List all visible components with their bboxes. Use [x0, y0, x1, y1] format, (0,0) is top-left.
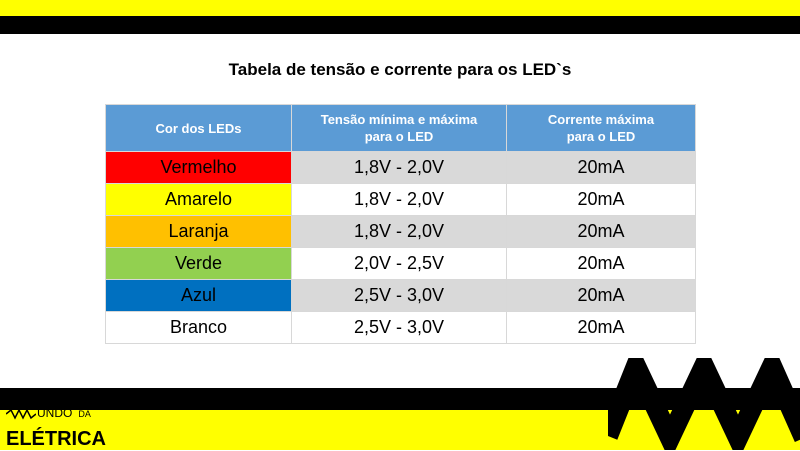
table-row: Vermelho 1,8V - 2,0V 20mA — [105, 151, 696, 184]
color-cell: Azul — [105, 279, 292, 312]
voltage-cell: 2,5V - 3,0V — [291, 311, 507, 344]
logo-top-line: UNDO DA — [6, 406, 91, 420]
bottom-black-band — [0, 388, 800, 410]
current-cell: 20mA — [506, 311, 696, 344]
header-voltage: Tensão mínima e máxima para o LED — [291, 104, 507, 152]
logo-word-eletrica: ELÉTRICA — [6, 428, 106, 450]
voltage-cell: 1,8V - 2,0V — [291, 215, 507, 248]
zigzag-wave-icon — [608, 358, 800, 450]
color-cell: Verde — [105, 247, 292, 280]
table-row: Amarelo 1,8V - 2,0V 20mA — [105, 183, 696, 216]
header-current-text: Corrente máxima para o LED — [547, 112, 655, 144]
led-table: Cor dos LEDs Tensão mínima e máxima para … — [105, 104, 696, 344]
header-current: Corrente máxima para o LED — [506, 104, 696, 152]
voltage-cell: 2,5V - 3,0V — [291, 279, 507, 312]
voltage-cell: 2,0V - 2,5V — [291, 247, 507, 280]
color-cell: Amarelo — [105, 183, 292, 216]
header-voltage-text: Tensão mínima e máxima para o LED — [320, 112, 478, 144]
current-cell: 20mA — [506, 279, 696, 312]
header-led-color: Cor dos LEDs — [105, 104, 292, 152]
color-cell: Branco — [105, 311, 292, 344]
voltage-cell: 1,8V - 2,0V — [291, 183, 507, 216]
color-cell: Laranja — [105, 215, 292, 248]
current-cell: 20mA — [506, 183, 696, 216]
current-cell: 20mA — [506, 151, 696, 184]
table-row: Branco 2,5V - 3,0V 20mA — [105, 311, 696, 344]
voltage-cell: 1,8V - 2,0V — [291, 151, 507, 184]
top-yellow-band — [0, 0, 800, 16]
logo-word-undo: UNDO — [37, 406, 73, 420]
logo-word-da: DA — [78, 409, 91, 419]
table-row: Laranja 1,8V - 2,0V 20mA — [105, 215, 696, 248]
logo-wave-icon — [6, 408, 36, 420]
table-row: Verde 2,0V - 2,5V 20mA — [105, 247, 696, 280]
page-title: Tabela de tensão e corrente para os LED`… — [228, 60, 572, 79]
table-row: Azul 2,5V - 3,0V 20mA — [105, 279, 696, 312]
brand-logo: UNDO DA ELÉTRICA — [6, 406, 146, 450]
top-black-band — [0, 16, 800, 34]
current-cell: 20mA — [506, 247, 696, 280]
table-header-row: Cor dos LEDs Tensão mínima e máxima para … — [105, 104, 696, 152]
color-cell: Vermelho — [105, 151, 292, 184]
current-cell: 20mA — [506, 215, 696, 248]
